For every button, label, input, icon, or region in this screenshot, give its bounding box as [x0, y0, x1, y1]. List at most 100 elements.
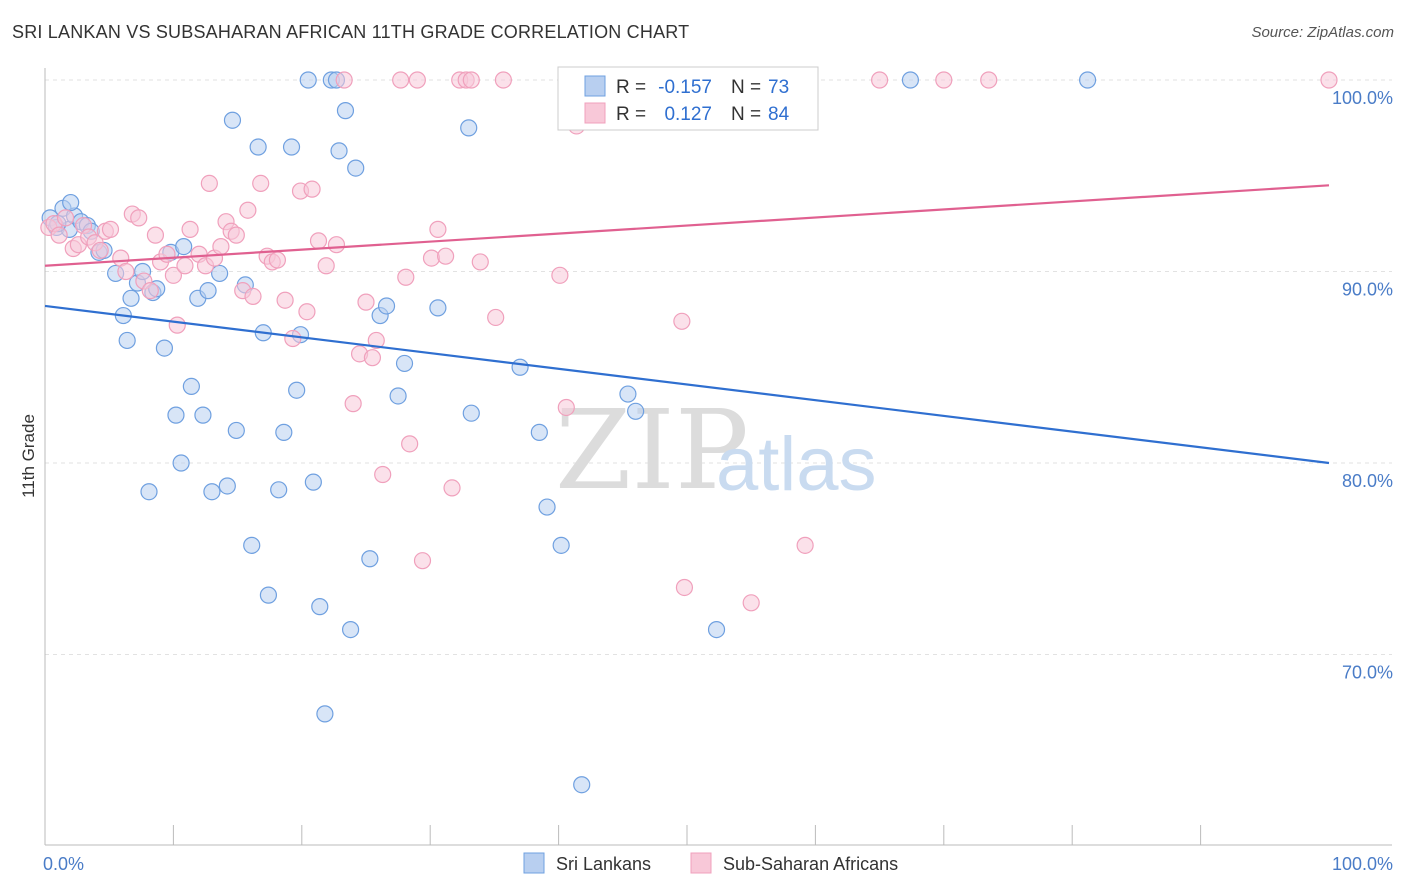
legend-swatch-sri-lankans — [523, 852, 545, 874]
point-sub-saharan-africans-68 — [487, 308, 505, 327]
point-sri-lankans-60 — [462, 404, 480, 422]
point-sri-lankans-56 — [389, 387, 407, 405]
point-sub-saharan-africans-34 — [239, 201, 257, 219]
chart-title: SRI LANKAN VS SUBSAHARAN AFRICAN 11TH GR… — [12, 22, 690, 42]
point-sri-lankans-57 — [395, 354, 414, 373]
point-sri-lankans-34 — [243, 536, 261, 554]
point-sri-lankans-21 — [167, 406, 185, 424]
point-sub-saharan-africans-57 — [401, 435, 419, 453]
stats-r-label-1: R = — [616, 77, 646, 98]
point-sub-saharan-africans-21 — [164, 266, 182, 284]
source-credit: Source: ZipAtlas.com — [1251, 24, 1394, 41]
point-sri-lankans-40 — [282, 138, 301, 156]
y-axis-label: 11th Grade — [19, 414, 38, 498]
point-sub-saharan-africans-20 — [158, 245, 176, 263]
stats-n-value-2: 84 — [768, 104, 790, 125]
point-sub-saharan-africans-77 — [675, 578, 694, 597]
point-sri-lankans-55 — [377, 297, 396, 315]
trend-lines — [44, 184, 1330, 465]
point-sri-lankans-53 — [361, 550, 379, 568]
point-sub-saharan-africans-71 — [557, 398, 575, 417]
watermark-zip: ZIP — [555, 386, 749, 514]
point-sub-saharan-africans-35 — [244, 287, 262, 305]
point-sub-saharan-africans-49 — [344, 395, 362, 413]
point-sri-lankans-52 — [347, 159, 365, 177]
gridlines — [45, 79, 1392, 655]
stats-swatch-sri-lankans — [584, 75, 606, 97]
y-tick-label-0: 100.0% — [1332, 88, 1393, 108]
point-sub-saharan-africans-41 — [284, 329, 302, 348]
point-sri-lankans-68 — [707, 621, 726, 639]
point-sub-saharan-africans-81 — [935, 71, 953, 89]
point-sub-saharan-africans-23 — [176, 257, 194, 275]
point-sub-saharan-africans-69 — [494, 71, 512, 89]
point-sub-saharan-africans-80 — [870, 71, 889, 89]
point-sub-saharan-africans-18 — [146, 226, 165, 244]
point-sub-saharan-africans-60 — [422, 249, 441, 267]
point-sub-saharan-africans-76 — [673, 312, 691, 330]
point-sri-lankans-46 — [316, 705, 334, 723]
point-sub-saharan-africans-32 — [227, 226, 245, 244]
point-sri-lankans-61 — [511, 358, 529, 376]
point-sub-saharan-africans-40 — [276, 291, 294, 309]
stats-r-label-2: R = — [616, 104, 646, 125]
point-sri-lankans-65 — [573, 776, 591, 794]
trend-line-sri-lankans — [44, 304, 1330, 465]
point-sub-saharan-africans-79 — [796, 536, 814, 554]
y-tick-labels: 100.0% 90.0% 80.0% 70.0% — [1332, 88, 1393, 683]
x-tick-label-0: 0.0% — [43, 854, 84, 874]
point-sri-lankans-12 — [118, 331, 136, 350]
point-sri-lankans-49 — [330, 142, 348, 160]
data-points — [40, 71, 1338, 794]
point-sub-saharan-africans-39 — [268, 251, 287, 269]
point-sri-lankans-37 — [259, 586, 278, 604]
point-sub-saharan-africans-15 — [130, 209, 148, 227]
x-tick-label-1: 100.0% — [1332, 854, 1393, 874]
point-sri-lankans-41 — [288, 381, 306, 399]
point-sub-saharan-africans-54 — [374, 465, 392, 484]
stats-n-label-2: N = — [731, 104, 761, 125]
point-sub-saharan-africans-27 — [200, 174, 218, 193]
stats-r-value-1: -0.157 — [658, 77, 712, 98]
point-sri-lankans-27 — [199, 282, 217, 300]
point-sub-saharan-africans-56 — [397, 268, 415, 286]
point-sub-saharan-africans-61 — [429, 220, 447, 238]
point-sri-lankans-51 — [341, 621, 360, 639]
point-sri-lankans-22 — [172, 454, 190, 472]
point-sri-lankans-63 — [538, 498, 556, 516]
point-sub-saharan-africans-36 — [252, 174, 270, 193]
point-sri-lankans-39 — [275, 423, 293, 441]
point-sri-lankans-44 — [304, 473, 322, 491]
point-sub-saharan-africans-9 — [91, 241, 109, 260]
point-sri-lankans-31 — [223, 111, 242, 129]
point-sri-lankans-64 — [552, 536, 570, 554]
point-sub-saharan-africans-52 — [363, 349, 382, 367]
point-sub-saharan-africans-44 — [303, 180, 321, 198]
point-sri-lankans-43 — [299, 71, 317, 89]
legend-label-sri-lankans: Sri Lankans — [556, 854, 651, 874]
point-sri-lankans-24 — [182, 377, 200, 395]
point-sri-lankans-70 — [1079, 71, 1097, 89]
point-sri-lankans-59 — [460, 119, 478, 137]
point-sub-saharan-africans-46 — [317, 257, 335, 275]
point-sri-lankans-62 — [530, 423, 548, 441]
axes — [44, 68, 1392, 846]
y-tick-label-1: 90.0% — [1342, 280, 1393, 300]
point-sub-saharan-africans-63 — [443, 479, 461, 497]
point-sub-saharan-africans-29 — [212, 238, 230, 256]
point-sri-lankans-35 — [249, 138, 267, 156]
stats-n-label-1: N = — [731, 77, 761, 98]
watermark-atlas: atlas — [716, 422, 877, 507]
point-sub-saharan-africans-67 — [471, 253, 489, 271]
point-sub-saharan-africans-55 — [392, 71, 410, 89]
point-sri-lankans-28 — [203, 483, 221, 501]
point-sub-saharan-africans-58 — [408, 71, 426, 89]
point-sub-saharan-africans-62 — [437, 247, 455, 265]
trend-line-sub-saharan-africans — [44, 184, 1330, 267]
point-sri-lankans-23 — [175, 238, 193, 256]
point-sri-lankans-26 — [194, 406, 212, 424]
point-sub-saharan-africans-47 — [327, 236, 346, 254]
point-sub-saharan-africans-70 — [551, 266, 569, 284]
point-sub-saharan-africans-22 — [168, 316, 186, 334]
